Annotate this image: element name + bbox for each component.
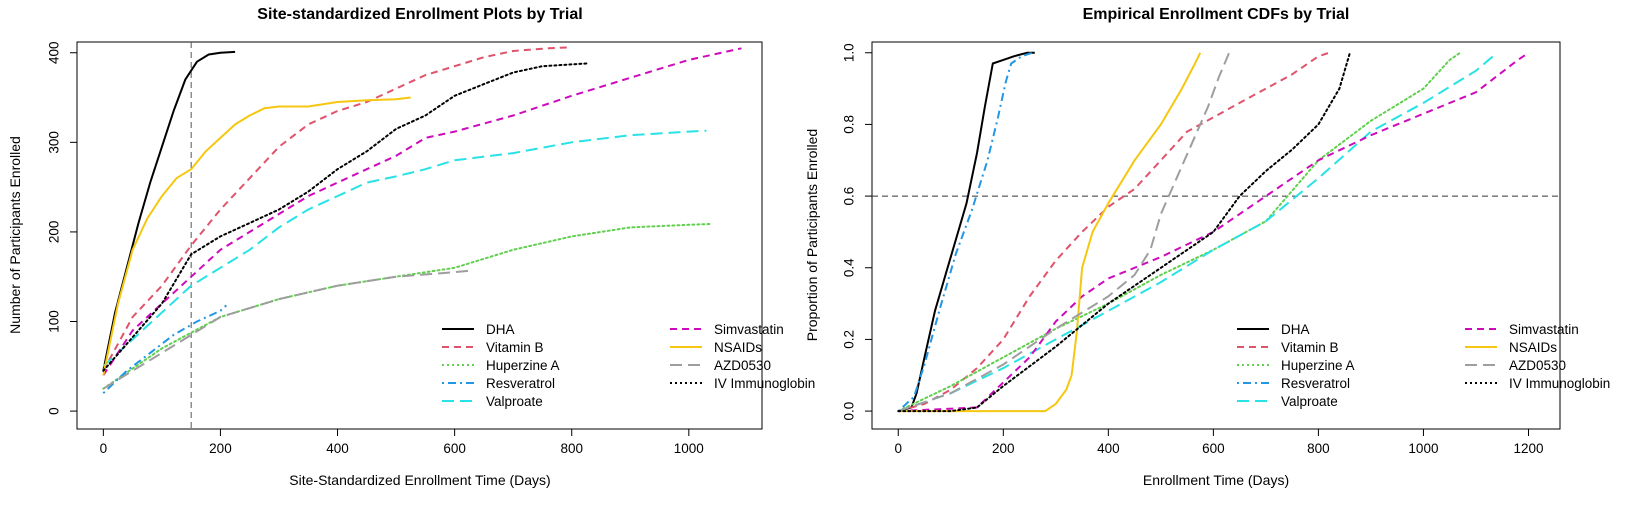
series-line-nsaids [898, 52, 1202, 413]
legend-label: Simvastatin [1509, 322, 1579, 337]
y-tick-label: 300 [47, 131, 62, 154]
y-tick-label: 0 [47, 407, 62, 415]
legend-label: AZD0530 [1509, 358, 1566, 373]
series-line-huperzine-a [897, 51, 1462, 413]
x-tick-label: 1200 [1513, 441, 1543, 456]
series-line-resveratrol [897, 51, 1033, 412]
series-line-resveratrol [102, 304, 227, 394]
legend-label: Simvastatin [714, 322, 784, 337]
legend-label: DHA [1281, 322, 1310, 337]
series-line-nsaids [102, 96, 411, 376]
plot-frame [871, 41, 1561, 430]
series-line-dha [102, 50, 236, 371]
x-tick-label: 600 [443, 441, 466, 456]
legend-label: Resveratrol [486, 376, 555, 391]
x-tick-label: 1000 [1408, 441, 1438, 456]
y-tick-label: 0.8 [842, 115, 857, 134]
chart-panel-1: Site-standardized Enrollment Plots by Tr… [7, 6, 815, 488]
x-tick-label: 800 [1307, 441, 1330, 456]
series-line-iv-immunoglobin [897, 51, 1351, 413]
chart-title: Site-standardized Enrollment Plots by Tr… [257, 6, 582, 23]
legend: DHA Vitamin B Huperzine A Resveratrol Valpro… [442, 322, 815, 409]
x-tick-label: 400 [326, 441, 349, 456]
legend-label: Valproate [1281, 394, 1338, 409]
x-tick-label: 200 [992, 441, 1015, 456]
legend: DHA Vitamin B Huperzine A Resveratrol Valpro… [1237, 322, 1610, 409]
x-tick-label: 0 [895, 441, 903, 456]
legend-label: Vitamin B [1281, 340, 1339, 355]
x-tick-label: 400 [1097, 441, 1120, 456]
plot-frame [76, 41, 763, 430]
legend-label: Huperzine A [486, 358, 560, 373]
legend-label: NSAIDs [1509, 340, 1557, 355]
legend-label: AZD0530 [714, 358, 771, 373]
x-axis-label: Site-Standardized Enrollment Time (Days) [289, 472, 550, 488]
series-line-vitamin-b [102, 46, 569, 372]
legend-label: IV Immunoglobin [714, 376, 815, 391]
y-tick-label: 400 [47, 41, 62, 64]
x-tick-label: 200 [209, 441, 232, 456]
y-tick-label: 100 [47, 310, 62, 333]
x-tick-label: 1000 [674, 441, 704, 456]
y-tick-label: 0.4 [842, 258, 857, 277]
x-tick-label: 0 [100, 441, 108, 456]
series-line-iv-immunoglobin [102, 62, 588, 372]
y-tick-label: 1.0 [842, 43, 857, 62]
legend-label: IV Immunoglobin [1509, 376, 1610, 391]
legend-label: Valproate [486, 394, 543, 409]
legend-label: Vitamin B [486, 340, 544, 355]
x-tick-label: 600 [1202, 441, 1225, 456]
x-tick-label: 800 [560, 441, 583, 456]
x-axis-label: Enrollment Time (Days) [1143, 472, 1289, 488]
y-axis-label: Number of Participants Enrolled [7, 136, 23, 334]
series-line-azd0530 [897, 52, 1231, 413]
y-tick-label: 200 [47, 221, 62, 244]
chart-title: Empirical Enrollment CDFs by Trial [1083, 6, 1350, 23]
y-tick-label: 0.2 [842, 330, 857, 349]
legend-label: Huperzine A [1281, 358, 1355, 373]
series-line-huperzine-a [102, 222, 714, 390]
legend-label: NSAIDs [714, 340, 762, 355]
chart-panel-2: Empirical Enrollment CDFs by Trial Enroll… [804, 6, 1610, 488]
legend-label: Resveratrol [1281, 376, 1350, 391]
y-tick-label: 0.6 [842, 187, 857, 206]
series-line-simvastatin [898, 51, 1530, 413]
legend-label: DHA [486, 322, 515, 337]
series-line-azd0530 [102, 269, 473, 390]
series-line-valproate [897, 52, 1498, 413]
y-axis-label: Proportion of Participants Enrolled [804, 129, 820, 341]
series-line-valproate [102, 129, 707, 368]
series-line-vitamin-b [898, 51, 1330, 413]
series-line-simvastatin [102, 47, 742, 376]
y-tick-label: 0.0 [842, 402, 857, 421]
